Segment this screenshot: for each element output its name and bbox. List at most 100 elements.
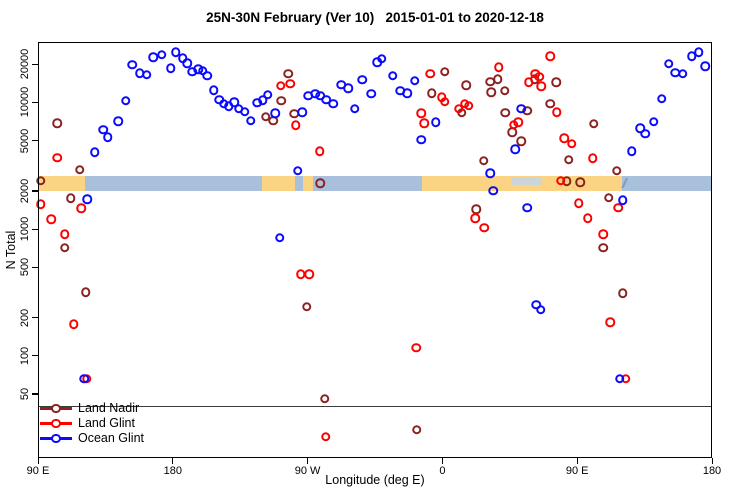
data-point-land-nadir <box>36 176 46 186</box>
data-point-land-glint <box>439 96 450 107</box>
map-strip-island-streak <box>619 178 632 188</box>
data-point-ocean-glint <box>343 83 353 94</box>
data-point-land-nadir <box>603 193 614 203</box>
data-point-ocean-glint <box>657 94 667 104</box>
data-point-ocean-glint <box>388 70 398 81</box>
y-tick-mark <box>32 266 38 268</box>
data-point-land-glint <box>513 117 523 127</box>
data-point-land-glint <box>419 118 430 128</box>
data-point-land-nadir <box>315 178 326 189</box>
map-strip-land <box>303 176 313 191</box>
data-point-ocean-glint <box>366 88 376 99</box>
y-tick-label: 2000 <box>19 178 31 204</box>
legend-marker-icon <box>51 403 61 413</box>
reference-line <box>38 406 712 408</box>
data-point-land-nadir <box>60 242 70 253</box>
data-point-land-nadir <box>588 119 599 129</box>
data-point-ocean-glint <box>516 104 526 114</box>
data-point-land-glint <box>314 146 325 157</box>
data-point-land-glint <box>320 431 331 442</box>
data-point-ocean-glint <box>416 135 427 145</box>
data-point-ocean-glint <box>430 117 441 127</box>
data-point-land-glint <box>534 71 544 82</box>
data-point-land-nadir <box>276 95 287 106</box>
data-point-ocean-glint <box>618 195 628 205</box>
x-tick-mark <box>576 458 578 464</box>
data-point-land-glint <box>479 223 490 233</box>
y-tick-mark <box>32 101 38 104</box>
legend-item-ocean-glint: Ocean Glint <box>40 431 170 446</box>
data-point-land-glint <box>463 100 474 111</box>
data-point-ocean-glint <box>700 61 710 71</box>
y-tick-label: 5000 <box>19 128 31 153</box>
data-point-ocean-glint <box>640 129 651 139</box>
data-point-land-glint <box>275 80 286 91</box>
data-point-land-glint <box>36 199 46 210</box>
y-tick-label: 50 <box>19 387 31 401</box>
data-point-land-glint <box>567 139 577 149</box>
data-point-land-glint <box>573 198 584 209</box>
map-strip-land <box>261 176 295 191</box>
data-point-ocean-glint <box>293 165 303 176</box>
data-point-land-nadir <box>75 165 85 175</box>
data-point-ocean-glint <box>627 146 637 157</box>
data-point-land-nadir <box>302 301 312 312</box>
data-point-land-nadir <box>66 193 76 204</box>
data-point-land-nadir <box>478 155 489 166</box>
data-point-land-nadir <box>81 287 91 298</box>
data-point-ocean-glint <box>535 305 546 315</box>
data-point-land-glint <box>52 153 63 163</box>
x-tick-label: 90 E <box>26 465 50 477</box>
data-point-land-nadir <box>500 108 511 118</box>
y-tick-mark <box>32 63 38 65</box>
data-point-land-nadir <box>545 99 555 109</box>
y-tick-mark <box>32 190 38 192</box>
data-point-ocean-glint <box>202 71 212 81</box>
y-tick-label: 10000 <box>19 87 31 118</box>
data-point-land-glint <box>555 176 566 186</box>
data-point-land-nadir <box>439 66 450 77</box>
data-point-land-nadir <box>612 165 622 176</box>
data-point-land-nadir <box>493 74 503 85</box>
data-point-land-glint <box>69 319 79 330</box>
data-point-land-glint <box>536 81 546 92</box>
data-point-land-glint <box>411 342 421 353</box>
data-point-land-glint <box>559 133 570 143</box>
data-point-land-nadir <box>499 85 510 96</box>
y-tick-label: 1000 <box>19 216 31 242</box>
y-tick-mark <box>32 393 38 395</box>
data-point-land-glint <box>613 203 624 213</box>
legend-item-land-nadir: Land Nadir <box>40 401 170 416</box>
x-axis-label: Longitude (deg E) <box>325 473 425 487</box>
data-point-ocean-glint <box>270 108 281 118</box>
data-point-ocean-glint <box>663 59 674 69</box>
y-tick-label: 20000 <box>19 49 31 80</box>
chart-title: 25N-30N February (Ver 10) 2015-01-01 to … <box>206 10 544 25</box>
data-point-land-nadir <box>516 136 526 147</box>
y-tick-label: 500 <box>19 258 31 277</box>
x-tick-label: 0 <box>439 465 446 477</box>
x-tick-mark <box>172 458 174 464</box>
y-tick-mark <box>32 140 38 142</box>
map-strip-land <box>38 176 86 191</box>
data-point-ocean-glint <box>263 90 273 100</box>
data-point-ocean-glint <box>678 69 688 79</box>
data-point-ocean-glint <box>635 123 645 133</box>
data-point-land-glint <box>46 214 57 224</box>
legend-item-land-glint: Land Glint <box>40 416 170 431</box>
legend-marker-icon <box>51 433 61 443</box>
plot-border <box>38 42 712 458</box>
data-point-land-glint <box>304 269 314 280</box>
legend-label: Land Glint <box>78 416 135 430</box>
data-point-land-nadir <box>564 154 574 165</box>
data-point-land-glint <box>552 107 562 117</box>
x-tick-label: 90 W <box>294 465 321 477</box>
data-point-land-glint <box>416 108 427 118</box>
legend-label: Land Nadir <box>78 401 140 415</box>
data-point-ocean-glint <box>376 54 387 64</box>
data-point-ocean-glint <box>485 168 496 179</box>
data-point-ocean-glint <box>127 60 138 70</box>
data-point-land-glint <box>588 153 598 163</box>
data-point-land-glint <box>425 69 436 79</box>
